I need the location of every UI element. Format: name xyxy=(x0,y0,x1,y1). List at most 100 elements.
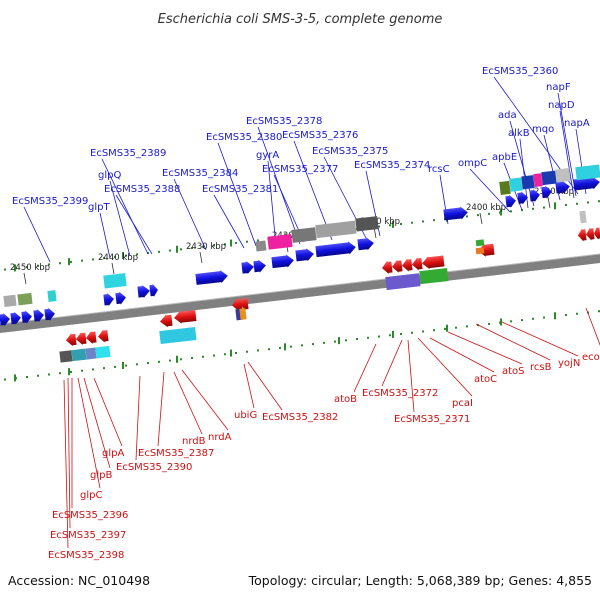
gene-product-block xyxy=(541,170,557,186)
scale-dot xyxy=(433,219,435,222)
forward-gene-label: EcSMS35_2377 xyxy=(262,164,338,175)
forward-leader-line xyxy=(101,158,149,255)
scale-tick xyxy=(176,245,178,253)
scale-tick xyxy=(284,343,286,351)
reverse-gene-label: pcaI xyxy=(452,398,473,409)
scale-dot xyxy=(136,363,138,366)
reverse-gene-label: glpC xyxy=(80,490,102,501)
reverse-leader-line xyxy=(353,343,377,393)
forward-gene-label: EcSMS35_2380 xyxy=(206,132,282,143)
reverse-gene-label: glpA xyxy=(102,448,124,459)
reverse-leader-line xyxy=(83,377,111,469)
reverse-leader-line xyxy=(173,371,203,435)
scale-dot xyxy=(411,221,413,224)
scale-dot xyxy=(521,319,523,322)
gene-product-block xyxy=(533,173,543,188)
scale-dot xyxy=(257,349,259,352)
reverse-gene-arrow xyxy=(422,255,445,270)
reverse-leader-line xyxy=(135,375,141,461)
scale-dot xyxy=(345,339,347,342)
gene-product-block xyxy=(59,350,73,363)
scale-dot xyxy=(169,359,171,362)
forward-gene-label: mqo xyxy=(532,124,554,135)
scale-tick xyxy=(14,264,16,272)
scale-dot xyxy=(488,212,490,215)
scale-tick xyxy=(446,324,448,332)
forward-gene-arrow xyxy=(241,261,254,275)
scale-dot xyxy=(224,243,226,246)
gene-product-block xyxy=(95,345,111,359)
forward-gene-arrow xyxy=(115,291,126,305)
scale-dot xyxy=(257,239,259,242)
reverse-leader-line xyxy=(475,323,551,361)
scale-dot xyxy=(477,214,479,217)
forward-leader-line xyxy=(23,206,51,263)
scale-dot xyxy=(543,316,545,319)
scale-tick xyxy=(500,318,502,326)
reverse-gene-label: yojN xyxy=(558,358,580,369)
scale-dot xyxy=(125,364,127,367)
scale-dot xyxy=(444,327,446,330)
scale-tick xyxy=(554,312,556,320)
forward-leader-line xyxy=(469,168,511,213)
forward-gene-arrow xyxy=(10,311,21,325)
scale-dot xyxy=(510,210,512,213)
forward-gene-label: rcsC xyxy=(428,164,450,175)
scale-dot xyxy=(565,204,567,207)
forward-gene-label: EcSMS35_2389 xyxy=(90,148,166,159)
scale-dot xyxy=(92,258,94,261)
gene-product-block xyxy=(475,239,485,247)
scale-dot xyxy=(59,372,61,375)
scale-dot xyxy=(521,209,523,212)
scale-dot xyxy=(356,338,358,341)
reverse-gene-label: nrdA xyxy=(208,432,232,443)
scale-dot xyxy=(389,334,391,337)
scale-dot xyxy=(103,257,105,260)
scale-dot xyxy=(191,357,193,360)
reverse-gene-label: EcSMS35_2382 xyxy=(262,412,338,423)
gene-product-block xyxy=(85,347,97,360)
kbp-tick-line xyxy=(479,212,483,225)
forward-gene-arrow xyxy=(149,283,158,297)
scale-dot xyxy=(147,362,149,365)
scale-dot xyxy=(378,225,380,228)
forward-leader-line xyxy=(267,160,277,247)
gene-product-block xyxy=(159,327,197,345)
backbone-highlight xyxy=(0,253,600,325)
reverse-gene-arrow xyxy=(76,332,87,346)
forward-gene-label: ada xyxy=(498,110,517,121)
scale-dot xyxy=(125,254,127,257)
reverse-leader-line xyxy=(63,379,69,549)
reverse-leader-line xyxy=(181,369,229,431)
scale-dot xyxy=(37,264,39,267)
reverse-gene-label: ubiG xyxy=(234,410,257,421)
reverse-leader-line xyxy=(67,377,71,529)
gene-product-block xyxy=(475,247,485,255)
kbp-label: 2430 kbp xyxy=(186,242,226,252)
forward-leader-line xyxy=(559,110,575,199)
forward-gene-arrow xyxy=(505,194,516,208)
scale-dot xyxy=(290,345,292,348)
scale-dot xyxy=(422,220,424,223)
scale-tick xyxy=(392,220,394,228)
forward-gene-label: EcSMS35_2384 xyxy=(162,168,238,179)
scale-dot xyxy=(4,378,6,381)
scale-tick xyxy=(500,208,502,216)
reverse-gene-label: EcSMS35_2397 xyxy=(50,530,126,541)
kbp-tick-line xyxy=(547,196,551,209)
scale-tick xyxy=(230,239,232,247)
gene-product-block xyxy=(579,210,587,224)
forward-gene-label: EcSMS35_2378 xyxy=(246,116,322,127)
reverse-gene-label: EcSMS35_2371 xyxy=(394,414,470,425)
kbp-label: 2450 kbp xyxy=(10,263,50,273)
scale-dot xyxy=(4,268,6,271)
scale-dot xyxy=(466,215,468,218)
scale-dot xyxy=(136,253,138,256)
reverse-leader-line xyxy=(93,377,123,447)
gene-product-block xyxy=(47,290,57,302)
forward-leader-line xyxy=(293,140,333,241)
gene-product-block xyxy=(315,220,357,239)
scale-dot xyxy=(543,206,545,209)
reverse-gene-arrow xyxy=(586,227,595,241)
forward-leader-line xyxy=(213,194,245,249)
